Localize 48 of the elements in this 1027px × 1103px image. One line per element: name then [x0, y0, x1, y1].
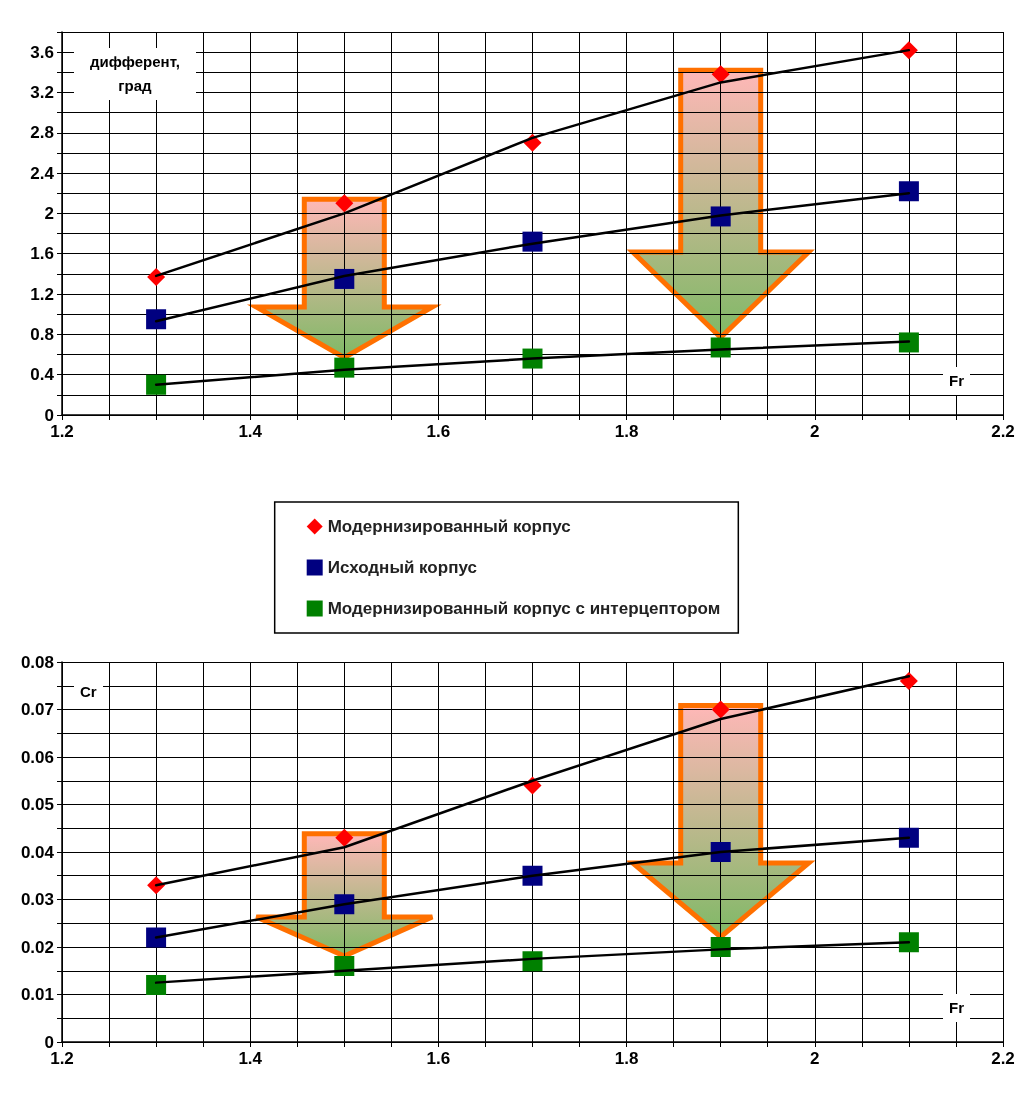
- y-tick-label: 0.05: [20, 795, 54, 814]
- y-tick-label: 2.8: [30, 123, 54, 143]
- x-axis-title: Fr: [943, 367, 970, 395]
- point: [146, 374, 167, 395]
- legend-label: Модернизированный корпус: [327, 517, 571, 536]
- y-tick-label: 3.2: [30, 82, 54, 102]
- x-tick-label: 1.8: [614, 1049, 639, 1068]
- point: [898, 332, 919, 353]
- y-tick-label: 0: [44, 405, 54, 425]
- y-tick-label: 0.04: [20, 842, 55, 862]
- x-tick-label: 1.6: [426, 1049, 451, 1068]
- point: [335, 828, 354, 847]
- y-axis-title: дифферент, град: [74, 48, 196, 100]
- point: [146, 927, 167, 948]
- x-tick-label: 2: [810, 1049, 820, 1068]
- y-axis-title: Cr: [74, 678, 103, 706]
- x-tick-label: 1.8: [614, 422, 639, 441]
- point: [898, 827, 919, 848]
- point: [898, 932, 919, 953]
- y-tick-label: 2.4: [30, 163, 55, 183]
- y-tick-label: 1.2: [30, 284, 54, 304]
- y-tick-label: 0.08: [20, 652, 54, 672]
- point: [711, 700, 730, 719]
- point: [146, 975, 167, 995]
- point: [146, 309, 167, 330]
- x-tick-label: 1.4: [238, 1049, 263, 1068]
- y-tick-label: 0.03: [20, 890, 54, 909]
- legend-label: Модернизированный корпус с интерцептором: [327, 599, 721, 618]
- legend-label: Исходный корпус: [327, 558, 477, 577]
- y-tick-label: 0.8: [30, 324, 54, 344]
- y-tick-label: 2: [44, 203, 54, 223]
- x-tick-label: 1.4: [238, 422, 263, 441]
- y-tick-label: 0.06: [20, 747, 54, 767]
- y-tick-label: 0.07: [20, 700, 54, 719]
- y-tick-label: 3.6: [30, 42, 54, 62]
- x-tick-label: 1.6: [426, 422, 451, 441]
- y-tick-label: 0.01: [20, 985, 54, 1004]
- y-tick-label: 0: [44, 1032, 54, 1052]
- y-tick-label: 0.4: [30, 365, 55, 385]
- x-tick-label: 2: [810, 422, 820, 441]
- point: [711, 65, 730, 84]
- x-tick-label: 2.2: [991, 1049, 1015, 1068]
- x-tick-label: 2.2: [991, 422, 1015, 441]
- y-tick-label: 1.6: [30, 244, 54, 264]
- y-tick-label: 0.02: [20, 937, 54, 957]
- x-axis-title: Fr: [943, 994, 970, 1022]
- point: [898, 181, 919, 202]
- point: [335, 194, 354, 213]
